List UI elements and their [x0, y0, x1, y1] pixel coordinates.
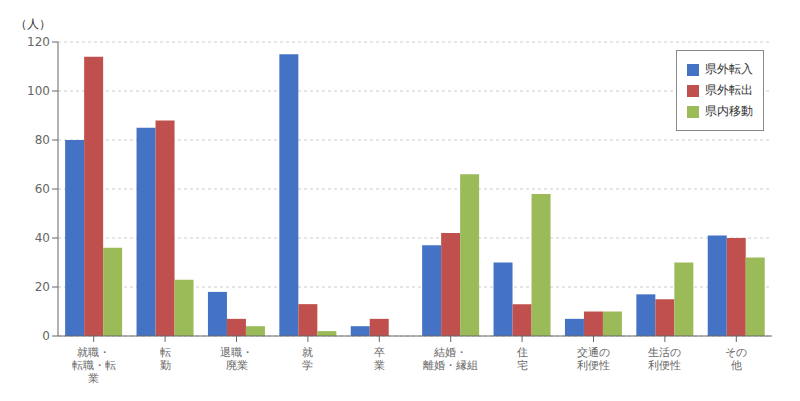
- svg-text:退職・廃業: 退職・廃業: [220, 346, 253, 372]
- svg-text:100: 100: [27, 84, 50, 98]
- svg-text:0: 0: [42, 329, 50, 343]
- svg-text:20: 20: [35, 280, 50, 294]
- svg-text:卒業: 卒業: [374, 346, 385, 372]
- svg-text:生活の利便性: 生活の利便性: [648, 346, 681, 372]
- svg-text:転勤: 転勤: [160, 346, 171, 372]
- html-text:県外転出: 県外転出: [705, 83, 753, 97]
- svg-text:交通の利便性: 交通の利便性: [577, 346, 610, 372]
- svg-text:その他: その他: [725, 346, 747, 372]
- svg-text:結婚・離婚・縁組: 結婚・離婚・縁組: [423, 346, 478, 372]
- svg-text:60: 60: [35, 182, 50, 196]
- svg-text:就学: 就学: [302, 346, 313, 372]
- html-text:県内移動: 県内移動: [705, 104, 753, 118]
- svg-text:就職・転職・転業: 就職・転職・転業: [72, 346, 116, 385]
- svg-text:住宅: 住宅: [517, 346, 528, 372]
- svg-text:80: 80: [35, 133, 50, 147]
- html-text:県外転入: 県外転入: [705, 62, 753, 76]
- svg-text:40: 40: [35, 231, 50, 245]
- svg-text:120: 120: [27, 35, 50, 49]
- svg-text:（人）: （人）: [15, 17, 51, 31]
